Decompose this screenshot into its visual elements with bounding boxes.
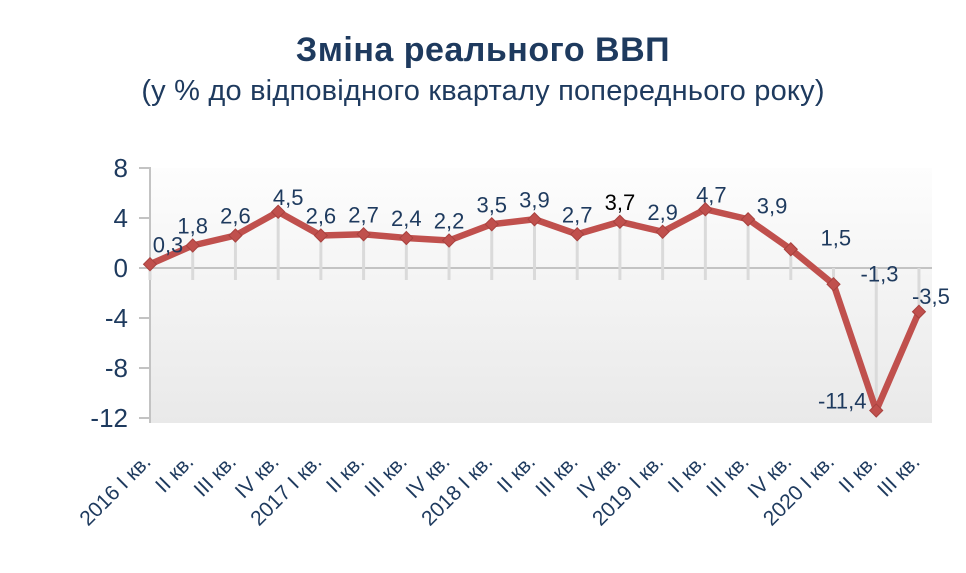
x-tick-label: II кв. [664,450,711,497]
data-point-marker [185,238,200,253]
data-point-marker [569,227,585,242]
y-tick-label: -8 [105,353,128,383]
data-point-label: 2,7 [348,202,379,227]
data-point-marker [612,214,628,229]
data-point-marker [740,212,756,227]
chart-title: Зміна реального ВВП [295,31,671,69]
data-point-marker [527,212,542,227]
data-point-label: 2,6 [306,204,337,229]
data-point-label: 2,2 [434,209,465,234]
x-tick-label: II кв. [322,450,369,497]
chart-header: Зміна реального ВВП (у % до відповідного… [0,31,966,108]
data-point-marker [270,204,286,219]
data-point-label: 3,5 [476,192,507,217]
data-point-marker [655,224,670,239]
data-point-label: 4,7 [696,182,727,207]
data-point-marker [783,242,799,257]
data-point-label: 2,4 [391,206,422,231]
x-tick-label: II кв. [493,450,540,497]
data-point-marker [826,277,841,292]
data-point-marker [911,304,927,319]
data-point-marker [142,257,158,272]
x-tick-label: 2016 I кв. [75,450,155,530]
data-point-marker [313,228,329,243]
data-point-marker [228,228,243,243]
x-tick-label: II кв. [151,450,198,497]
data-point-marker [484,217,499,232]
data-point-label: 1,5 [821,225,852,250]
y-tick-label: 8 [114,153,128,183]
x-tick-label: III кв. [702,450,753,501]
x-tick-label: III кв. [361,450,412,501]
data-point-label: 1,8 [177,214,208,239]
data-point-label: 3,9 [519,187,550,212]
data-point-label: 2,7 [562,202,593,227]
x-tick-label: II кв. [835,450,882,497]
chart-subtitle: (у % до відповідного кварталу попередньо… [141,75,825,108]
data-point-marker [698,202,713,217]
data-point-marker [441,233,457,248]
data-point-label: 4,5 [273,185,304,210]
y-tick-label: -4 [105,303,128,333]
data-point-label: 3,7 [605,190,636,215]
data-point-label: 0,3 [153,232,184,257]
y-tick-label: -12 [90,403,128,433]
data-point-label: 3,9 [757,193,788,218]
data-point-label: -3,5 [912,284,950,309]
x-tick-label: III кв. [531,450,582,501]
data-point-label: -11,4 [818,389,867,414]
data-point-marker [869,403,884,418]
y-tick-label: 0 [114,253,128,283]
x-tick-label: III кв. [873,450,924,501]
data-point-label: 2,6 [220,204,251,229]
x-tick-label: III кв. [190,450,241,501]
data-point-marker [399,230,414,246]
data-point-marker [356,227,371,242]
data-point-label: 2,9 [647,200,678,225]
data-point-label: -1,3 [861,261,899,286]
y-tick-label: 4 [114,203,128,233]
